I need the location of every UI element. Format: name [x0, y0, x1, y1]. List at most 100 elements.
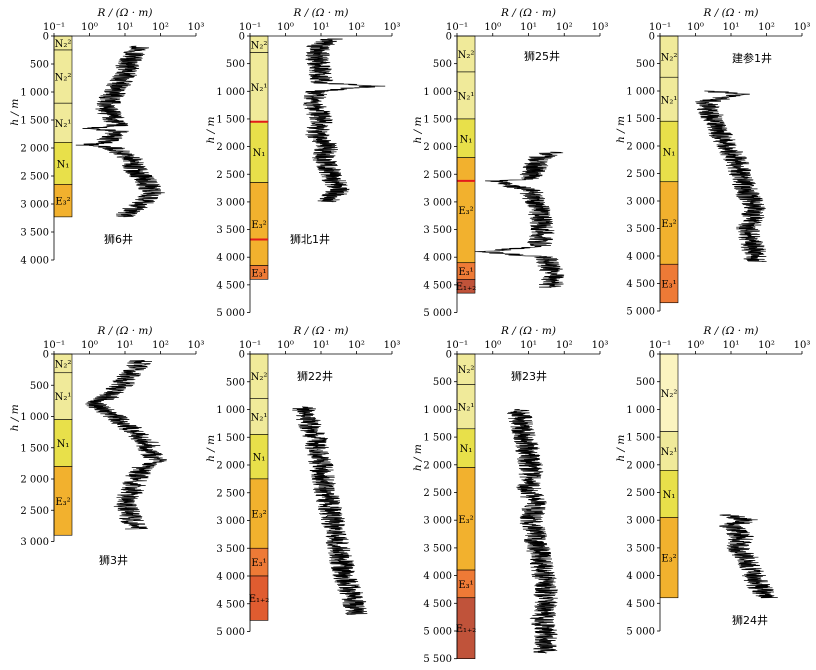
x-tick-label: 10³ [592, 22, 609, 33]
stratum-label: E₃¹ [251, 558, 266, 569]
x-tick-label: 10² [758, 340, 775, 351]
y-tick-label: 4 000 [626, 252, 655, 263]
x-tick-label: 10⁰ [687, 22, 704, 33]
x-tick-label: 10² [556, 340, 573, 351]
x-tick-label: 10² [556, 22, 573, 33]
resistivity-log [695, 90, 767, 262]
y-tick-label: 1 500 [216, 114, 245, 125]
y-tick-label: 3 500 [216, 544, 245, 555]
x-tick-label: 10⁻¹ [446, 22, 468, 33]
y-axis-title: h / m [9, 404, 21, 431]
x-tick-label: 10⁻¹ [239, 22, 261, 33]
y-tick-label: 3 000 [20, 200, 49, 211]
y-tick-label: 2 000 [423, 460, 452, 471]
stratum-label: E₃¹ [251, 268, 266, 279]
well-label: 狮3井 [99, 553, 128, 567]
well-panel-6: N₂² N₂¹ N₁ E₃² E₃¹ E₁₊₂ 0 500 1 000 1 500 2 000 2 5… [205, 325, 400, 638]
y-tick-label: 3 500 [423, 225, 452, 236]
y-tick-label: 2 500 [216, 488, 245, 499]
well-panel-4: N₂² N₂¹ N₁ E₃² E₃¹ 0 500 1 000 1 500 2 000 2 500 3 … [615, 7, 810, 318]
stratum-label: N₂¹ [55, 392, 72, 403]
x-tick-label: 10⁰ [277, 22, 294, 33]
y-tick-label: 2 000 [626, 460, 655, 471]
y-tick-label: 0 [239, 350, 245, 361]
x-tick-label: 10⁻¹ [43, 22, 65, 33]
y-tick-label: 1 500 [626, 433, 655, 444]
x-tick-label: 10¹ [723, 340, 740, 351]
y-tick-label: 500 [30, 60, 49, 71]
stratum-label: E₁₊₂ [249, 594, 270, 605]
well-panel-2: N₂² N₂¹ N₁ E₃² E₃¹ 0 500 1 000 1 500 2 000 2 500 3 … [205, 7, 400, 319]
y-tick-label: 500 [636, 59, 655, 70]
x-tick-label: 10³ [384, 340, 401, 351]
x-axis-title: R / (Ω · m) [293, 325, 349, 337]
x-tick-label: 10² [152, 22, 169, 33]
stratum-label: N₁ [57, 159, 70, 170]
y-axis-title: h / m [205, 117, 217, 144]
stratum-label: N₁ [460, 134, 473, 145]
y-tick-label: 5 000 [423, 627, 452, 638]
resistivity-log [303, 38, 386, 203]
y-tick-label: 1 500 [423, 114, 452, 125]
y-tick-label: 500 [226, 377, 245, 388]
resistivity-log [292, 406, 368, 616]
x-tick-label: 10¹ [520, 22, 537, 33]
x-tick-label: 10² [348, 22, 365, 33]
stratum-label: N₂² [661, 53, 678, 64]
x-tick-label: 10³ [592, 340, 609, 351]
x-tick-label: 10⁻¹ [446, 340, 468, 351]
y-tick-label: 4 000 [423, 571, 452, 582]
y-tick-label: 5 000 [626, 307, 655, 318]
x-axis-title: R / (Ω · m) [500, 7, 556, 19]
x-tick-label: 10³ [794, 340, 811, 351]
y-tick-label: 3 500 [216, 225, 245, 236]
x-tick-label: 10⁰ [484, 22, 501, 33]
y-axis-title: h / m [412, 117, 424, 144]
x-tick-label: 10⁻¹ [239, 340, 261, 351]
y-axis-title: h / m [9, 99, 21, 126]
y-tick-label: 4 500 [423, 280, 452, 291]
x-tick-label: 10³ [794, 22, 811, 33]
y-tick-label: 2 500 [216, 170, 245, 181]
x-tick-label: 10¹ [117, 22, 134, 33]
well-panel-3: N₂² N₂¹ N₁ E₃² E₃¹ E₁₊₂ 0 500 1 000 1 500 2 000 2 5… [412, 7, 608, 319]
x-tick-label: 10³ [188, 22, 205, 33]
stratum-label: N₂¹ [458, 403, 475, 414]
well-panel-1: N₂² N₂² N₂¹ N₁ E₃² 0 500 1 000 1 500 2 000 2 500 3 … [9, 7, 204, 267]
x-tick-label: 10⁻¹ [649, 340, 671, 351]
stratum-label: E₃¹ [458, 267, 473, 278]
y-tick-label: 1 000 [423, 87, 452, 98]
y-tick-label: 2 000 [20, 144, 49, 155]
y-tick-label: 3 000 [626, 197, 655, 208]
y-tick-label: 4 000 [20, 256, 49, 267]
stratum-label: N₁ [663, 490, 676, 501]
y-tick-label: 500 [226, 59, 245, 70]
stratum-label: E₁₊₂ [456, 282, 477, 293]
y-tick-label: 3 000 [216, 516, 245, 527]
stratum-label: N₂² [661, 389, 678, 400]
y-tick-label: 4 500 [216, 599, 245, 610]
x-axis-title: R / (Ω · m) [703, 325, 759, 337]
stratum-label: N₂² [55, 73, 72, 84]
stratum-label: N₂² [251, 372, 268, 383]
y-tick-label: 500 [30, 381, 49, 392]
y-tick-label: 3 000 [626, 516, 655, 527]
well-panel-7: N₂² N₂¹ N₁ E₃² E₃¹ E₁₊₂ 0 500 1 000 1 500 2 000 2 5… [412, 325, 608, 665]
y-tick-label: 2 500 [20, 506, 49, 517]
stratum-label: N₂¹ [661, 447, 678, 458]
x-tick-label: 10³ [384, 22, 401, 33]
x-tick-label: 10¹ [723, 22, 740, 33]
y-tick-label: 3 500 [423, 543, 452, 554]
x-tick-label: 10² [758, 22, 775, 33]
stratum-label: E₃² [251, 510, 266, 521]
y-tick-label: 5 000 [626, 627, 655, 638]
x-tick-label: 10² [348, 340, 365, 351]
y-tick-label: 3 500 [626, 543, 655, 554]
x-tick-label: 10⁻¹ [43, 340, 65, 351]
stratum-label: E₃² [55, 197, 70, 208]
y-tick-label: 0 [446, 350, 452, 361]
stratum-label: E₃² [55, 497, 70, 508]
y-tick-label: 1 000 [216, 87, 245, 98]
x-axis-title: R / (Ω · m) [500, 325, 556, 337]
y-tick-label: 2 000 [20, 475, 49, 486]
